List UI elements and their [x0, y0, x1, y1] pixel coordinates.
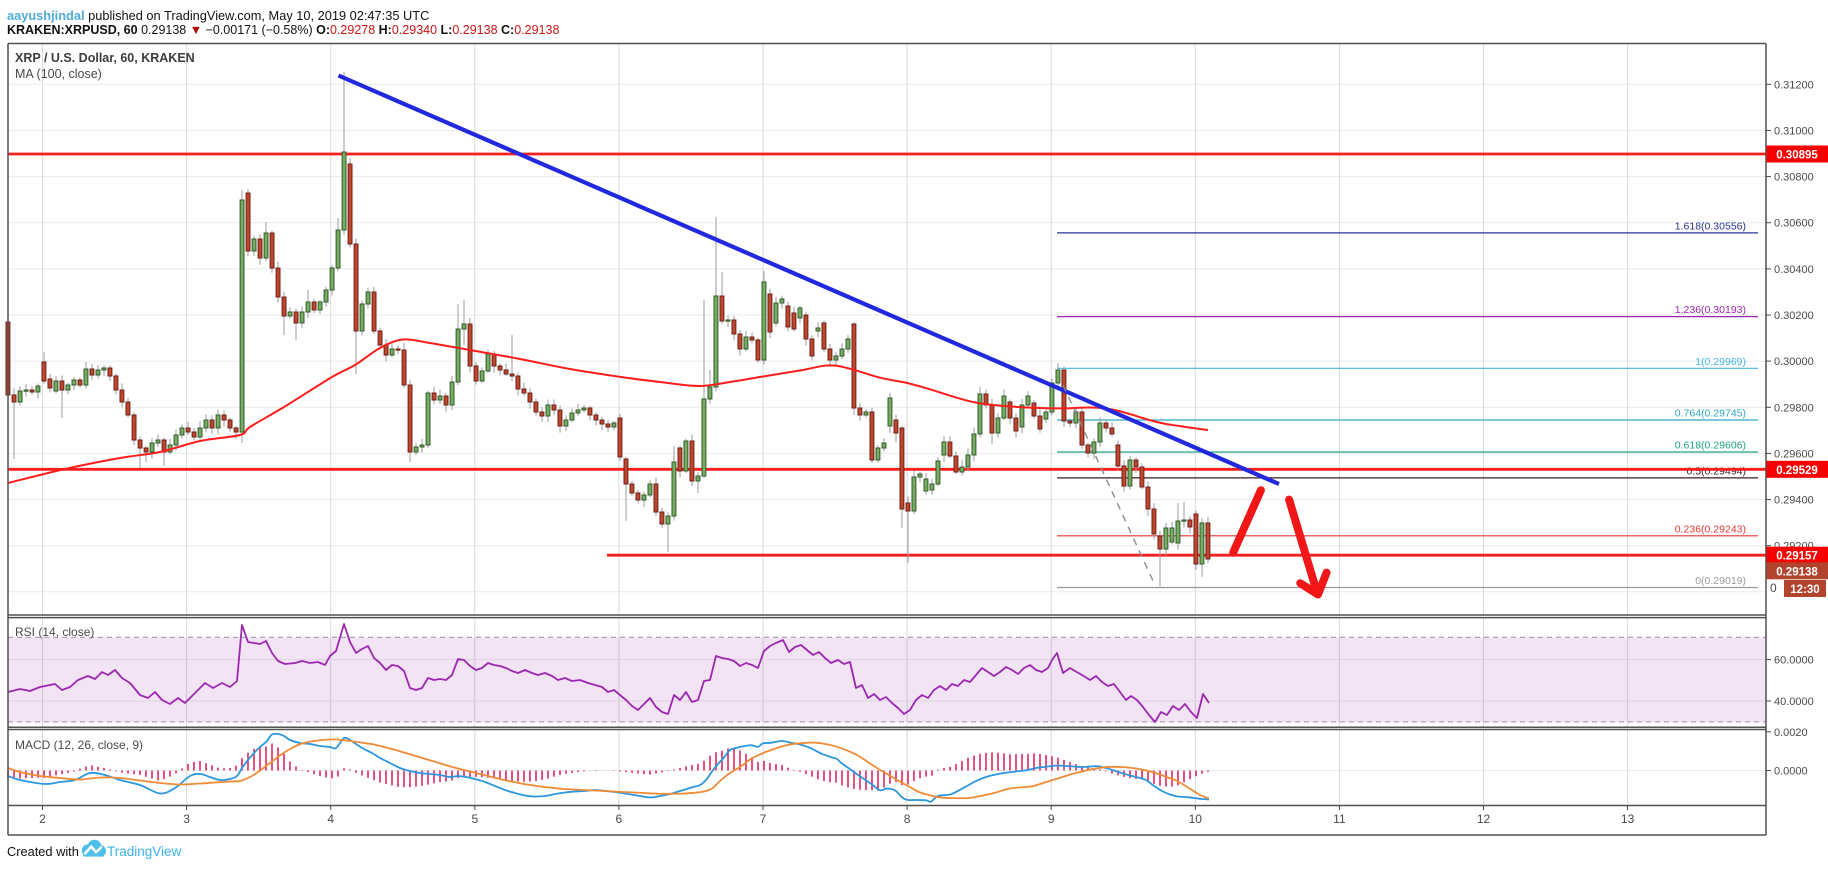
svg-text:TradingView: TradingView: [107, 844, 182, 859]
svg-text:0.5(0.29494): 0.5(0.29494): [1686, 465, 1746, 477]
svg-text:7: 7: [760, 812, 767, 826]
svg-text:1.236(0.30193): 1.236(0.30193): [1675, 304, 1746, 316]
svg-text:0.30000: 0.30000: [1774, 356, 1814, 368]
svg-text:8: 8: [904, 812, 911, 826]
svg-text:0.0000: 0.0000: [1774, 766, 1808, 778]
svg-text:MACD (12, 26, close, 9): MACD (12, 26, close, 9): [15, 738, 143, 752]
svg-text:0.30895: 0.30895: [1776, 150, 1818, 162]
svg-text:1.618(0.30556): 1.618(0.30556): [1675, 220, 1746, 232]
svg-text:XRP / U.S. Dollar, 60, KRAKEN: XRP / U.S. Dollar, 60, KRAKEN: [15, 51, 195, 65]
svg-text:KRAKEN:XRPUSD, 60 0.29138 ▼ −: KRAKEN:XRPUSD, 60 0.29138 ▼ −0.00171 (−0…: [7, 23, 559, 37]
svg-text:0.764(0.29745): 0.764(0.29745): [1675, 408, 1746, 420]
svg-text:13: 13: [1621, 812, 1635, 826]
svg-text:0.29600: 0.29600: [1774, 448, 1814, 460]
svg-text:0: 0: [1770, 581, 1777, 595]
svg-text:0.30200: 0.30200: [1774, 310, 1814, 322]
svg-text:5: 5: [471, 812, 478, 826]
svg-text:0.30600: 0.30600: [1774, 218, 1814, 230]
svg-text:0.31200: 0.31200: [1774, 79, 1814, 91]
svg-text:0.29138: 0.29138: [1776, 566, 1818, 578]
svg-text:4: 4: [327, 812, 334, 826]
svg-text:0.618(0.29606): 0.618(0.29606): [1675, 440, 1746, 452]
svg-text:3: 3: [183, 812, 190, 826]
svg-text:0(0.29019): 0(0.29019): [1695, 575, 1746, 587]
svg-text:12: 12: [1477, 812, 1491, 826]
svg-text:6: 6: [616, 812, 623, 826]
svg-text:40.0000: 40.0000: [1774, 696, 1814, 708]
svg-text:0.29800: 0.29800: [1774, 402, 1814, 414]
svg-text:0.30400: 0.30400: [1774, 264, 1814, 276]
svg-text:0.30800: 0.30800: [1774, 172, 1814, 184]
svg-text:0.29400: 0.29400: [1774, 495, 1814, 507]
svg-text:aayushjindal published on Trad: aayushjindal published on TradingView.co…: [7, 8, 429, 23]
svg-text:0.29529: 0.29529: [1776, 465, 1818, 477]
svg-text:0.0020: 0.0020: [1774, 727, 1808, 739]
svg-text:1(0.29969): 1(0.29969): [1695, 356, 1746, 368]
svg-text:60.0000: 60.0000: [1774, 655, 1814, 667]
svg-text:Created with: Created with: [7, 844, 79, 859]
svg-text:MA (100, close): MA (100, close): [15, 67, 102, 81]
svg-text:9: 9: [1048, 812, 1055, 826]
svg-text:12:30: 12:30: [1790, 584, 1819, 596]
svg-text:0.31000: 0.31000: [1774, 125, 1814, 137]
svg-text:0.236(0.29243): 0.236(0.29243): [1675, 523, 1746, 535]
svg-text:0.29157: 0.29157: [1776, 551, 1818, 563]
svg-text:RSI (14, close): RSI (14, close): [15, 625, 94, 639]
svg-text:10: 10: [1189, 812, 1203, 826]
svg-text:2: 2: [39, 812, 46, 826]
svg-text:11: 11: [1333, 812, 1346, 826]
